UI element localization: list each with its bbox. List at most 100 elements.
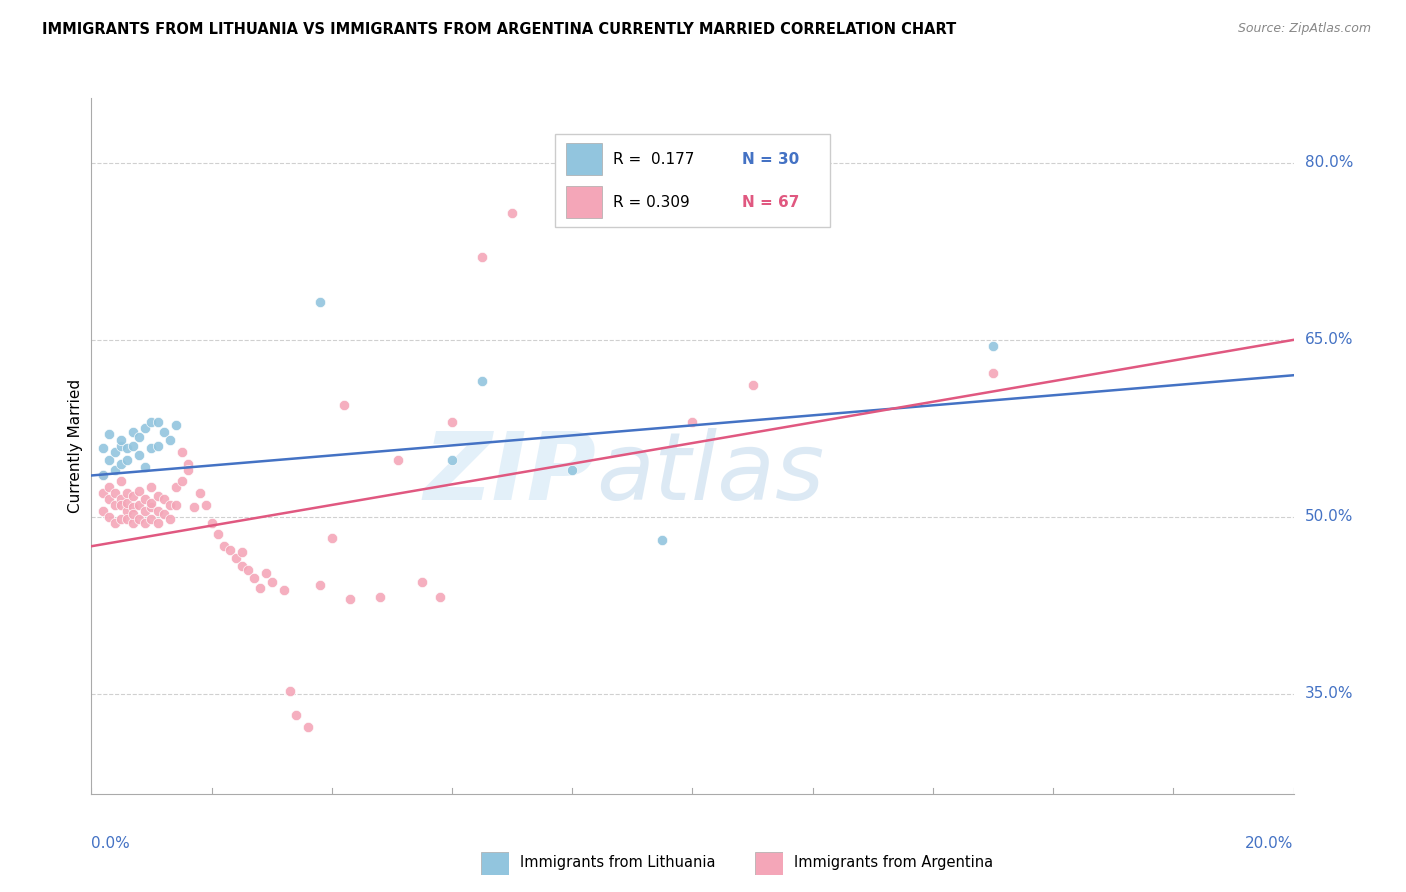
Point: [284, 707, 307, 722]
Point: [146, 416, 169, 430]
Bar: [567, 144, 602, 175]
Point: [141, 495, 163, 509]
Point: [165, 480, 187, 494]
Point: [146, 516, 169, 530]
Point: [104, 445, 127, 459]
Point: [110, 439, 132, 453]
Point: [141, 512, 163, 526]
Point: [146, 504, 169, 518]
Point: [339, 592, 361, 607]
Point: [152, 508, 174, 522]
Point: [176, 457, 198, 471]
Point: [981, 339, 1004, 353]
Point: [741, 377, 763, 392]
Point: [122, 489, 145, 503]
Point: [122, 439, 145, 453]
Point: [471, 374, 494, 388]
Point: [141, 416, 163, 430]
Text: R =  0.177: R = 0.177: [613, 152, 695, 167]
Text: ZIP: ZIP: [423, 428, 596, 520]
Point: [117, 486, 139, 500]
Point: [117, 504, 139, 518]
Point: [110, 433, 132, 447]
Point: [134, 421, 156, 435]
Point: [141, 480, 163, 494]
Point: [104, 498, 127, 512]
Point: [170, 475, 193, 489]
Point: [93, 486, 115, 500]
Point: [128, 512, 150, 526]
Point: [231, 559, 253, 574]
Point: [165, 498, 187, 512]
Point: [117, 453, 139, 467]
Point: [387, 453, 409, 467]
Point: [242, 571, 264, 585]
Text: 80.0%: 80.0%: [1305, 155, 1353, 170]
Point: [117, 495, 139, 509]
Text: IMMIGRANTS FROM LITHUANIA VS IMMIGRANTS FROM ARGENTINA CURRENTLY MARRIED CORRELA: IMMIGRANTS FROM LITHUANIA VS IMMIGRANTS …: [42, 22, 956, 37]
Point: [93, 504, 115, 518]
Y-axis label: Currently Married: Currently Married: [67, 379, 83, 513]
Point: [159, 498, 181, 512]
Point: [122, 500, 145, 515]
Point: [122, 508, 145, 522]
Text: 0.0%: 0.0%: [91, 836, 131, 851]
Point: [218, 542, 240, 557]
Point: [122, 425, 145, 439]
Point: [146, 439, 169, 453]
Point: [134, 516, 156, 530]
Point: [104, 486, 127, 500]
Point: [134, 491, 156, 506]
Point: [231, 545, 253, 559]
Point: [98, 480, 121, 494]
Point: [141, 442, 163, 456]
Text: 20.0%: 20.0%: [1246, 836, 1294, 851]
Point: [134, 504, 156, 518]
Point: [93, 468, 115, 483]
Text: Immigrants from Argentina: Immigrants from Argentina: [794, 855, 994, 870]
Point: [117, 512, 139, 526]
Point: [254, 566, 277, 581]
Point: [368, 590, 391, 604]
Point: [308, 578, 330, 592]
Point: [651, 533, 673, 548]
Point: [170, 445, 193, 459]
Point: [165, 417, 187, 432]
Point: [146, 489, 169, 503]
Point: [141, 500, 163, 515]
Point: [104, 516, 127, 530]
Point: [308, 295, 330, 310]
Point: [297, 720, 319, 734]
Point: [128, 498, 150, 512]
Point: [159, 512, 181, 526]
Point: [122, 516, 145, 530]
Point: [152, 491, 174, 506]
Text: N = 67: N = 67: [742, 194, 799, 210]
Point: [128, 429, 150, 443]
Point: [176, 462, 198, 476]
Point: [159, 433, 181, 447]
Text: R = 0.309: R = 0.309: [613, 194, 690, 210]
Point: [98, 491, 121, 506]
Point: [207, 527, 229, 541]
Point: [471, 250, 494, 264]
Point: [260, 574, 283, 589]
Point: [501, 205, 523, 219]
Point: [333, 398, 356, 412]
Point: [110, 512, 132, 526]
Text: Immigrants from Lithuania: Immigrants from Lithuania: [520, 855, 716, 870]
Point: [194, 498, 217, 512]
Point: [429, 590, 451, 604]
Point: [110, 475, 132, 489]
Point: [981, 366, 1004, 380]
Point: [93, 468, 115, 483]
Point: [117, 442, 139, 456]
Point: [98, 453, 121, 467]
Point: [561, 462, 583, 476]
Point: [152, 425, 174, 439]
Point: [440, 416, 463, 430]
Point: [93, 442, 115, 456]
Point: [188, 486, 211, 500]
Point: [225, 551, 247, 566]
Point: [128, 483, 150, 498]
